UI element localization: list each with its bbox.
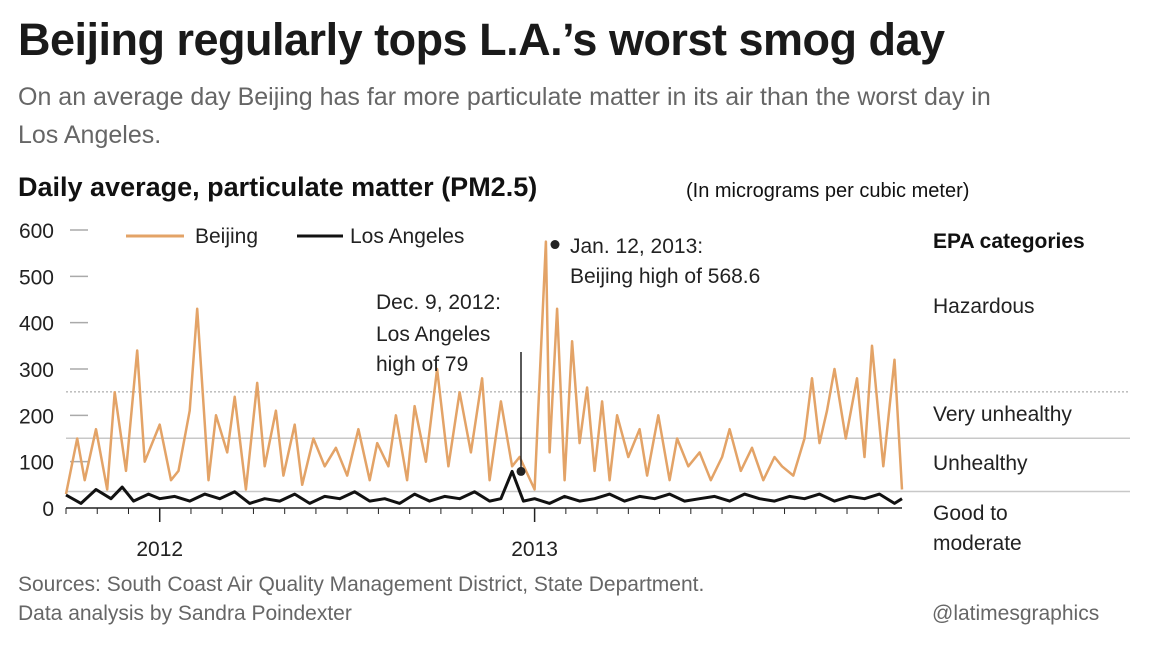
- graphics-credit: @latimesgraphics: [932, 602, 1100, 625]
- chart-unit-label: (In micrograms per cubic meter): [686, 180, 970, 202]
- page-title: Beijing regularly tops L.A.’s worst smog…: [18, 14, 945, 65]
- legend-los-angeles-label: Los Angeles: [350, 225, 464, 248]
- beijing-high-date: Jan. 12, 2013:: [570, 235, 703, 258]
- y-tick-label: 0: [42, 498, 54, 521]
- y-tick-label: 600: [19, 220, 54, 243]
- epa-category-label: Unhealthy: [933, 452, 1028, 475]
- sources-text: Sources: South Coast Air Quality Managem…: [18, 573, 705, 596]
- x-tick-label: 2013: [511, 538, 558, 561]
- la-high-label: Los Angeles: [376, 323, 490, 346]
- chart-title: Daily average, particulate matter (PM2.5…: [18, 172, 538, 202]
- beijing-series-line: [64, 240, 904, 495]
- epa-heading: EPA categories: [933, 230, 1085, 253]
- epa-category-label: Hazardous: [933, 295, 1035, 318]
- la-high-date: Dec. 9, 2012:: [376, 291, 501, 314]
- y-tick-label: 400: [19, 313, 54, 336]
- beijing-high-text: Beijing high of 568.6: [570, 265, 760, 288]
- la-high-text: high of 79: [376, 353, 468, 376]
- beijing-high-marker: [550, 240, 560, 250]
- los-angeles-series-line: [65, 469, 903, 505]
- analysis-credit: Data analysis by Sandra Poindexter: [18, 602, 352, 625]
- la-high-marker: [516, 466, 526, 476]
- legend-beijing-label: Beijing: [195, 225, 258, 248]
- sources-note: Sources: South Coast Air Quality Managem…: [18, 570, 704, 628]
- y-tick-label: 200: [19, 405, 54, 428]
- y-tick-label: 500: [19, 266, 54, 289]
- y-tick-label: 300: [19, 359, 54, 382]
- epa-category-label: moderate: [933, 532, 1022, 555]
- x-tick-label: 2012: [136, 538, 183, 561]
- subtitle: On an average day Beijing has far more p…: [18, 83, 991, 149]
- y-tick-label: 100: [19, 452, 54, 475]
- epa-category-label: Very unhealthy: [933, 403, 1072, 426]
- epa-category-label: Good to: [933, 502, 1008, 525]
